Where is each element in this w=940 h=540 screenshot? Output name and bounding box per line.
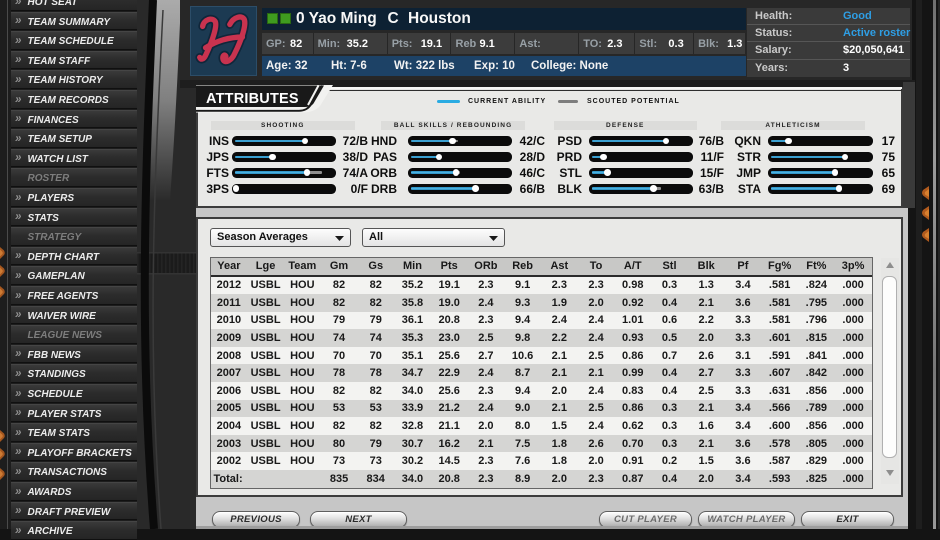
svg-text:ATTRIBUTES: ATTRIBUTES bbox=[206, 91, 299, 107]
